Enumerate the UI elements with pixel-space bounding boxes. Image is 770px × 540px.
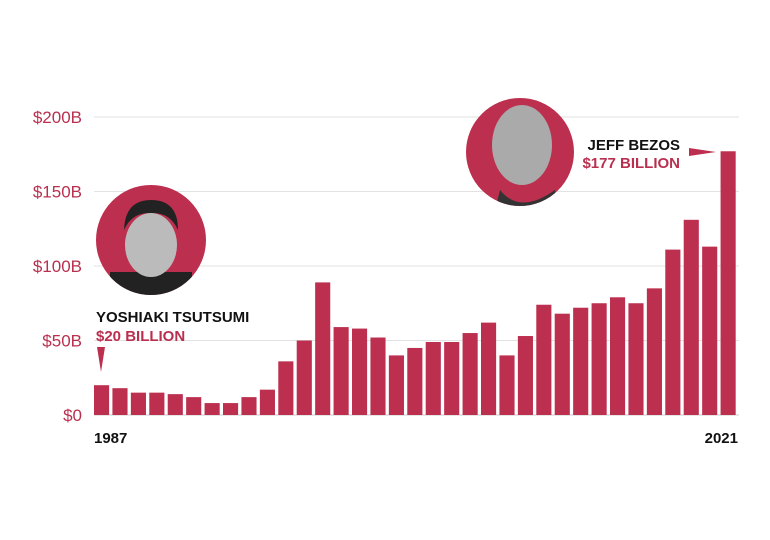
bar-1999 xyxy=(315,282,331,415)
annotation-name-bezos: JEFF BEZOS xyxy=(587,137,680,154)
bar-1997 xyxy=(278,361,294,415)
x-label-first: 1987 xyxy=(94,430,127,447)
bar-2011 xyxy=(536,304,552,415)
bar-2010 xyxy=(517,336,533,415)
bar-1994 xyxy=(223,403,239,415)
bar-2021 xyxy=(720,151,736,415)
arrow-pointer-icon xyxy=(97,347,105,372)
x-label-last: 2021 xyxy=(705,430,738,447)
y-tick-label: $150B xyxy=(33,183,82,202)
bar-2012 xyxy=(554,313,570,415)
bezos-portrait xyxy=(466,98,574,206)
bar-1988 xyxy=(112,388,128,415)
bar-2002 xyxy=(370,337,386,415)
bar-1996 xyxy=(259,389,275,415)
bar-2019 xyxy=(683,219,699,415)
bar-1991 xyxy=(167,394,183,415)
bar-2009 xyxy=(499,355,515,415)
bar-2005 xyxy=(425,341,441,415)
y-tick-label: $200B xyxy=(33,108,82,127)
bar-2020 xyxy=(702,246,718,415)
bar-2004 xyxy=(407,347,423,415)
y-tick-label: $0 xyxy=(63,406,82,425)
bar-2000 xyxy=(333,327,349,415)
bar-2018 xyxy=(665,249,681,415)
bar-2016 xyxy=(628,303,644,415)
y-tick-label: $50B xyxy=(42,332,82,351)
bar-2006 xyxy=(444,341,460,415)
bar-1989 xyxy=(130,392,146,415)
bar-1990 xyxy=(149,392,165,415)
bar-2017 xyxy=(646,288,662,415)
bar-1992 xyxy=(186,397,202,415)
arrow-pointer-icon xyxy=(689,148,716,156)
bar-2015 xyxy=(610,297,626,415)
bar-1987 xyxy=(94,385,110,415)
annotation-amount-tsutsumi: $20 BILLION xyxy=(96,328,185,345)
annotation-amount-bezos: $177 BILLION xyxy=(582,155,680,172)
bar-2013 xyxy=(573,307,589,415)
bar-2007 xyxy=(462,333,478,415)
bar-1998 xyxy=(296,340,312,415)
bar-2014 xyxy=(591,303,607,415)
y-tick-label: $100B xyxy=(33,257,82,276)
bar-1995 xyxy=(241,397,257,415)
bar-2008 xyxy=(481,322,497,415)
bar-2003 xyxy=(388,355,404,415)
tsutsumi-portrait xyxy=(96,185,206,295)
annotation-name-tsutsumi: YOSHIAKI TSUTSUMI xyxy=(96,309,249,326)
bar-1993 xyxy=(204,403,220,415)
bar-2001 xyxy=(352,328,368,415)
